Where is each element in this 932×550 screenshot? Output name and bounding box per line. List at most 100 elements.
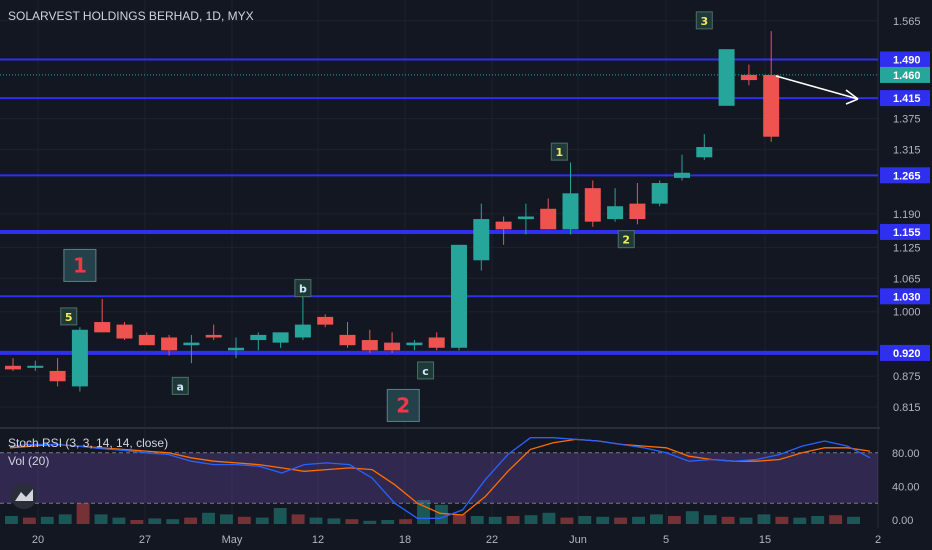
wave-label: 1 <box>556 146 564 159</box>
volume-bar <box>578 516 592 524</box>
candle-body <box>651 183 668 204</box>
candle-body <box>740 74 757 81</box>
candle-body <box>138 334 155 346</box>
volume-bar <box>166 519 180 524</box>
wave-label: 5 <box>65 311 73 324</box>
volume-bar <box>793 517 807 524</box>
wave-label-box <box>60 307 78 326</box>
time-tick-label: Jun <box>569 534 587 546</box>
volume-bar <box>399 519 413 524</box>
candle-body <box>763 74 780 137</box>
candle-body <box>674 172 690 178</box>
candle-body <box>294 324 311 338</box>
volume-bar <box>488 516 502 524</box>
volume-bar <box>255 517 269 524</box>
price-tick-label: 1.190 <box>893 209 921 221</box>
volume-bar <box>811 516 825 524</box>
candle-body <box>562 193 579 230</box>
time-tick-label: 20 <box>32 534 44 546</box>
chart-title: SOLARVEST HOLDINGS BERHAD, 1D, MYX <box>8 9 254 23</box>
wave-label-box <box>550 142 568 161</box>
volume-bar <box>452 514 466 524</box>
volume-bar <box>685 511 699 524</box>
volume-bar <box>560 517 574 524</box>
volume-bar <box>757 514 771 524</box>
stoch-k-line <box>9 437 871 519</box>
candles <box>5 31 780 392</box>
time-tick-label: May <box>222 534 243 546</box>
level-tag <box>880 223 930 240</box>
time-tick-label: 5 <box>663 534 669 546</box>
volume-label: Vol (20) <box>8 454 49 468</box>
candle-body <box>406 342 423 346</box>
candle-body <box>540 208 557 230</box>
time-axis: 20 27 May 12 18 22 Jun 5 15 2 <box>0 528 932 550</box>
candle-body <box>205 334 222 338</box>
volume-bar <box>542 512 556 524</box>
candle-body <box>272 332 289 343</box>
price-tick-label: 1.065 <box>893 273 921 285</box>
time-tick-label: 22 <box>486 534 498 546</box>
wave-label-box <box>417 361 435 380</box>
wave-label: 2 <box>622 234 630 247</box>
volume-bar <box>5 516 18 524</box>
wave-label: c <box>422 365 429 378</box>
volume-bar <box>703 515 717 524</box>
volume-bar <box>40 516 54 524</box>
volume-bar <box>345 519 359 524</box>
volume-bar <box>596 516 610 524</box>
price-tick-label: 1.000 <box>893 307 921 319</box>
volume-bar <box>614 517 628 524</box>
candle-body <box>517 216 534 220</box>
candle-body <box>428 337 445 348</box>
volume-bar <box>739 517 753 524</box>
level-tag <box>880 90 930 107</box>
stoch-lines <box>9 437 871 519</box>
volume-bar <box>202 512 215 524</box>
candle-body <box>161 337 178 351</box>
volume-bar <box>112 517 126 524</box>
candle-body <box>384 342 401 351</box>
candle-body <box>718 49 735 106</box>
volume-bar <box>667 516 681 524</box>
level-tag-label: 1.155 <box>893 227 921 239</box>
volume-bar <box>847 516 860 524</box>
candle-body <box>5 365 21 370</box>
price-tick-label: 0.815 <box>893 402 921 414</box>
projection-arrow-icon <box>775 75 859 105</box>
candle-body <box>584 188 601 222</box>
time-tick-label: 18 <box>399 534 411 546</box>
candle-body <box>607 206 624 220</box>
level-tag-label: 1.030 <box>893 291 921 303</box>
time-tick-label: 12 <box>312 534 324 546</box>
volume-bar <box>130 520 144 524</box>
price-tick-label: 1.375 <box>893 114 921 126</box>
wave-big-label: 2 <box>396 393 410 417</box>
volume-bar <box>58 514 72 524</box>
volume-bar <box>470 516 484 524</box>
level-tag-label: 1.265 <box>893 170 921 182</box>
volume-bar <box>22 517 36 524</box>
stoch-tick-label: 80.00 <box>892 448 920 460</box>
price-tick-label: 1.565 <box>893 16 921 28</box>
volume-bar <box>363 520 377 524</box>
time-tick-label: 27 <box>139 534 151 546</box>
level-tag-label: 1.415 <box>893 93 921 105</box>
wave-big-label: 1 <box>73 253 87 277</box>
volume-bar <box>721 516 735 524</box>
price-tick-label: 1.125 <box>893 242 921 254</box>
volume-bar <box>273 508 287 524</box>
wave-label-box <box>617 230 635 249</box>
wave-big-box <box>63 248 97 282</box>
candle-body <box>317 316 334 325</box>
tradingview-logo-icon <box>11 483 37 509</box>
candle-body <box>228 347 244 351</box>
stoch-rsi-label: Stoch RSI (3, 3, 14, 14, close) <box>8 436 168 450</box>
candle-body <box>451 244 467 348</box>
candle-body <box>495 221 512 230</box>
volume-bar <box>148 518 162 524</box>
time-axis-bg <box>0 528 932 550</box>
wave-label: a <box>177 380 184 393</box>
